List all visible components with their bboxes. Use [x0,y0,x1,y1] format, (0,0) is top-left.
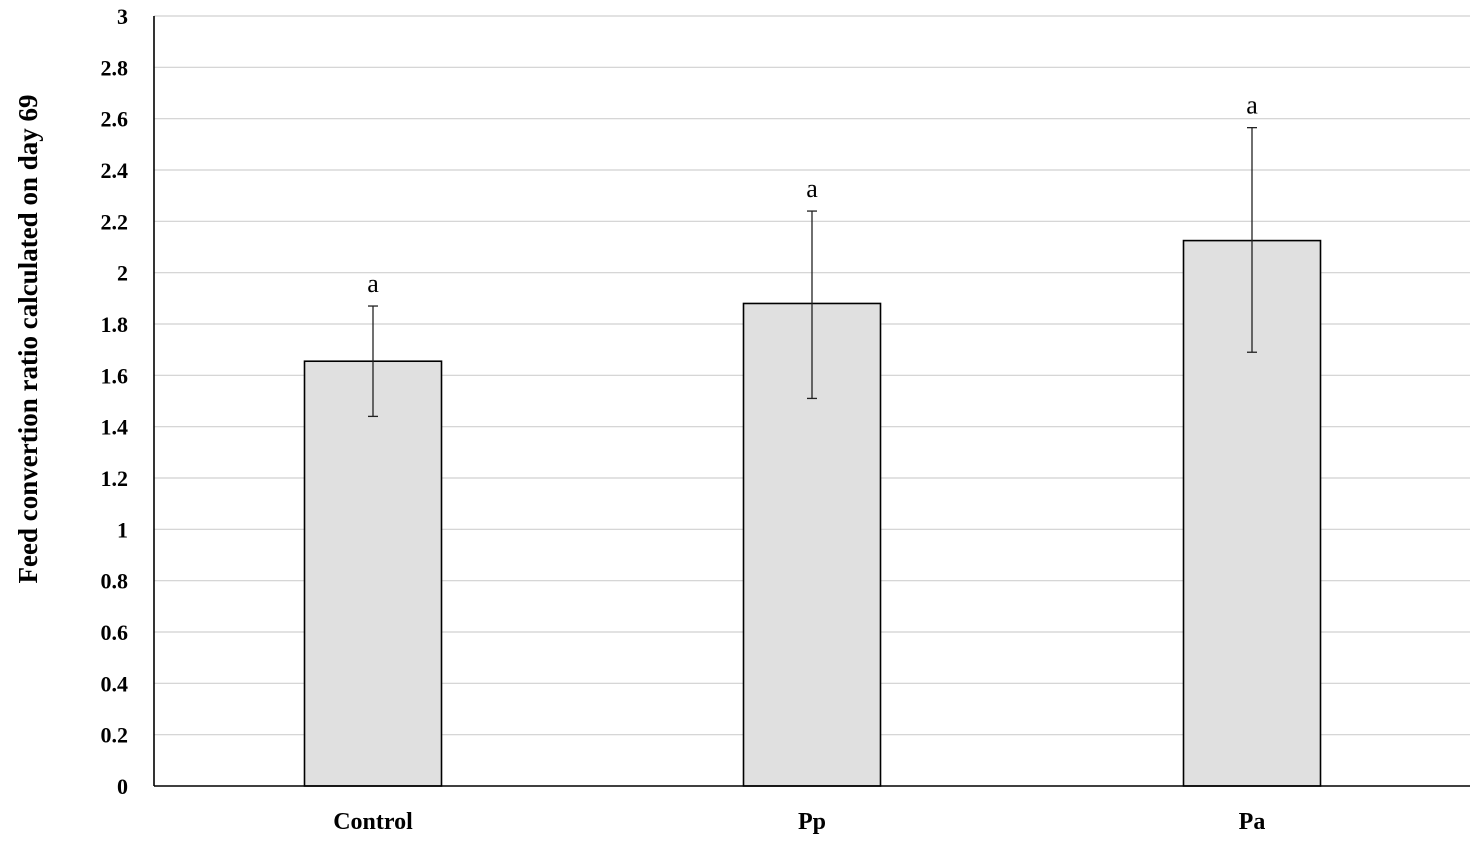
x-tick-label-pp: Pp [798,809,826,835]
x-tick-label-pa: Pa [1239,809,1266,835]
y-tick-label: 0.8 [101,569,129,594]
y-tick-label: 2 [117,261,128,286]
significance-letter-pp: a [806,174,818,203]
error-bars [368,127,1257,418]
significance-letter-pa: a [1246,91,1258,120]
y-axis-label: Feed convertion ratio calculated on day … [13,95,43,584]
y-tick-label: 2.6 [101,107,129,132]
y-tick-label: 1.6 [101,363,129,388]
y-tick-label: 2.8 [101,55,129,80]
y-tick-label: 0.4 [101,671,129,696]
y-tick-label: 3 [117,4,128,29]
y-tick-label: 1.2 [101,466,129,491]
significance-letters: a a a [367,91,1258,298]
y-tick-label: 0.6 [101,620,129,645]
error-bar-control [368,305,378,418]
x-tick-label-control: Control [333,809,413,835]
x-axis-ticks: Control Pp Pa [333,809,1265,835]
error-bar-pp [807,210,817,400]
y-tick-label: 1 [117,517,128,542]
y-tick-label: 2.2 [101,209,129,234]
significance-letter-control: a [367,269,379,298]
y-tick-label: 0 [117,774,128,799]
bars [303,239,1322,787]
y-tick-label: 0.2 [101,723,129,748]
y-tick-label: 2.4 [101,158,129,183]
bar-control [303,360,443,787]
y-axis-ticks: 0 0.2 0.4 0.6 0.8 1 1.2 1.4 1.6 1.8 2 2.2 2.4 2.6 2.8 3 [101,4,129,799]
y-tick-label: 1.8 [101,312,129,337]
y-tick-label: 1.4 [101,415,129,440]
error-bar-pa [1247,127,1257,353]
